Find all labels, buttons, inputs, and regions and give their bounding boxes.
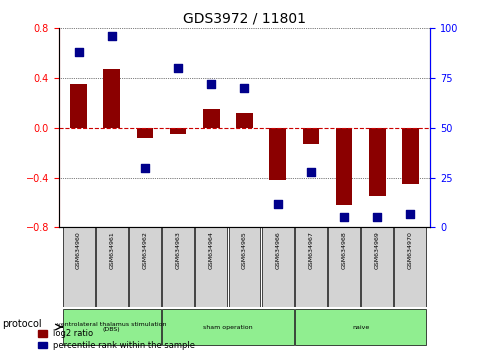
Point: [174, 65, 182, 71]
Bar: [70, 84, 87, 128]
Bar: [236, 113, 252, 128]
FancyBboxPatch shape: [129, 227, 161, 307]
Point: [75, 49, 82, 55]
Point: [108, 33, 116, 39]
Text: protocol: protocol: [2, 319, 42, 329]
FancyBboxPatch shape: [162, 227, 194, 307]
Text: GSM634966: GSM634966: [275, 232, 280, 269]
Bar: [103, 69, 120, 128]
Text: GSM634964: GSM634964: [208, 232, 213, 269]
Text: ventrolateral thalamus stimulation
(DBS): ventrolateral thalamus stimulation (DBS): [57, 321, 166, 332]
Bar: [401, 128, 418, 184]
FancyBboxPatch shape: [294, 227, 326, 307]
Bar: [368, 128, 385, 196]
Text: GSM634960: GSM634960: [76, 232, 81, 269]
Point: [207, 81, 215, 87]
Point: [306, 169, 314, 175]
FancyBboxPatch shape: [294, 309, 426, 345]
FancyBboxPatch shape: [162, 309, 293, 345]
FancyBboxPatch shape: [228, 227, 260, 307]
Bar: [269, 128, 285, 180]
FancyBboxPatch shape: [62, 309, 161, 345]
Text: GSM634961: GSM634961: [109, 232, 114, 269]
Text: GSM634968: GSM634968: [341, 232, 346, 269]
FancyBboxPatch shape: [96, 227, 127, 307]
FancyBboxPatch shape: [195, 227, 227, 307]
Bar: [302, 128, 319, 144]
FancyBboxPatch shape: [261, 227, 293, 307]
Legend: log2 ratio, percentile rank within the sample: log2 ratio, percentile rank within the s…: [39, 329, 195, 350]
Point: [141, 165, 148, 171]
FancyBboxPatch shape: [327, 227, 359, 307]
Bar: [136, 128, 153, 138]
Text: GSM634969: GSM634969: [374, 232, 379, 269]
Text: GSM634970: GSM634970: [407, 232, 412, 269]
Text: sham operation: sham operation: [203, 325, 252, 330]
FancyBboxPatch shape: [394, 227, 426, 307]
Text: GSM634963: GSM634963: [175, 232, 180, 269]
FancyBboxPatch shape: [62, 227, 94, 307]
Text: GSM634962: GSM634962: [142, 232, 147, 269]
Point: [340, 215, 347, 220]
Point: [372, 215, 380, 220]
Point: [273, 201, 281, 206]
FancyBboxPatch shape: [361, 227, 392, 307]
Text: GSM634965: GSM634965: [242, 232, 246, 269]
Point: [406, 211, 413, 216]
Text: GSM634967: GSM634967: [308, 232, 313, 269]
Title: GDS3972 / 11801: GDS3972 / 11801: [183, 12, 305, 26]
Text: naive: naive: [351, 325, 368, 330]
Bar: [169, 128, 186, 134]
Point: [240, 85, 248, 91]
Bar: [335, 128, 352, 205]
Bar: [203, 109, 219, 128]
